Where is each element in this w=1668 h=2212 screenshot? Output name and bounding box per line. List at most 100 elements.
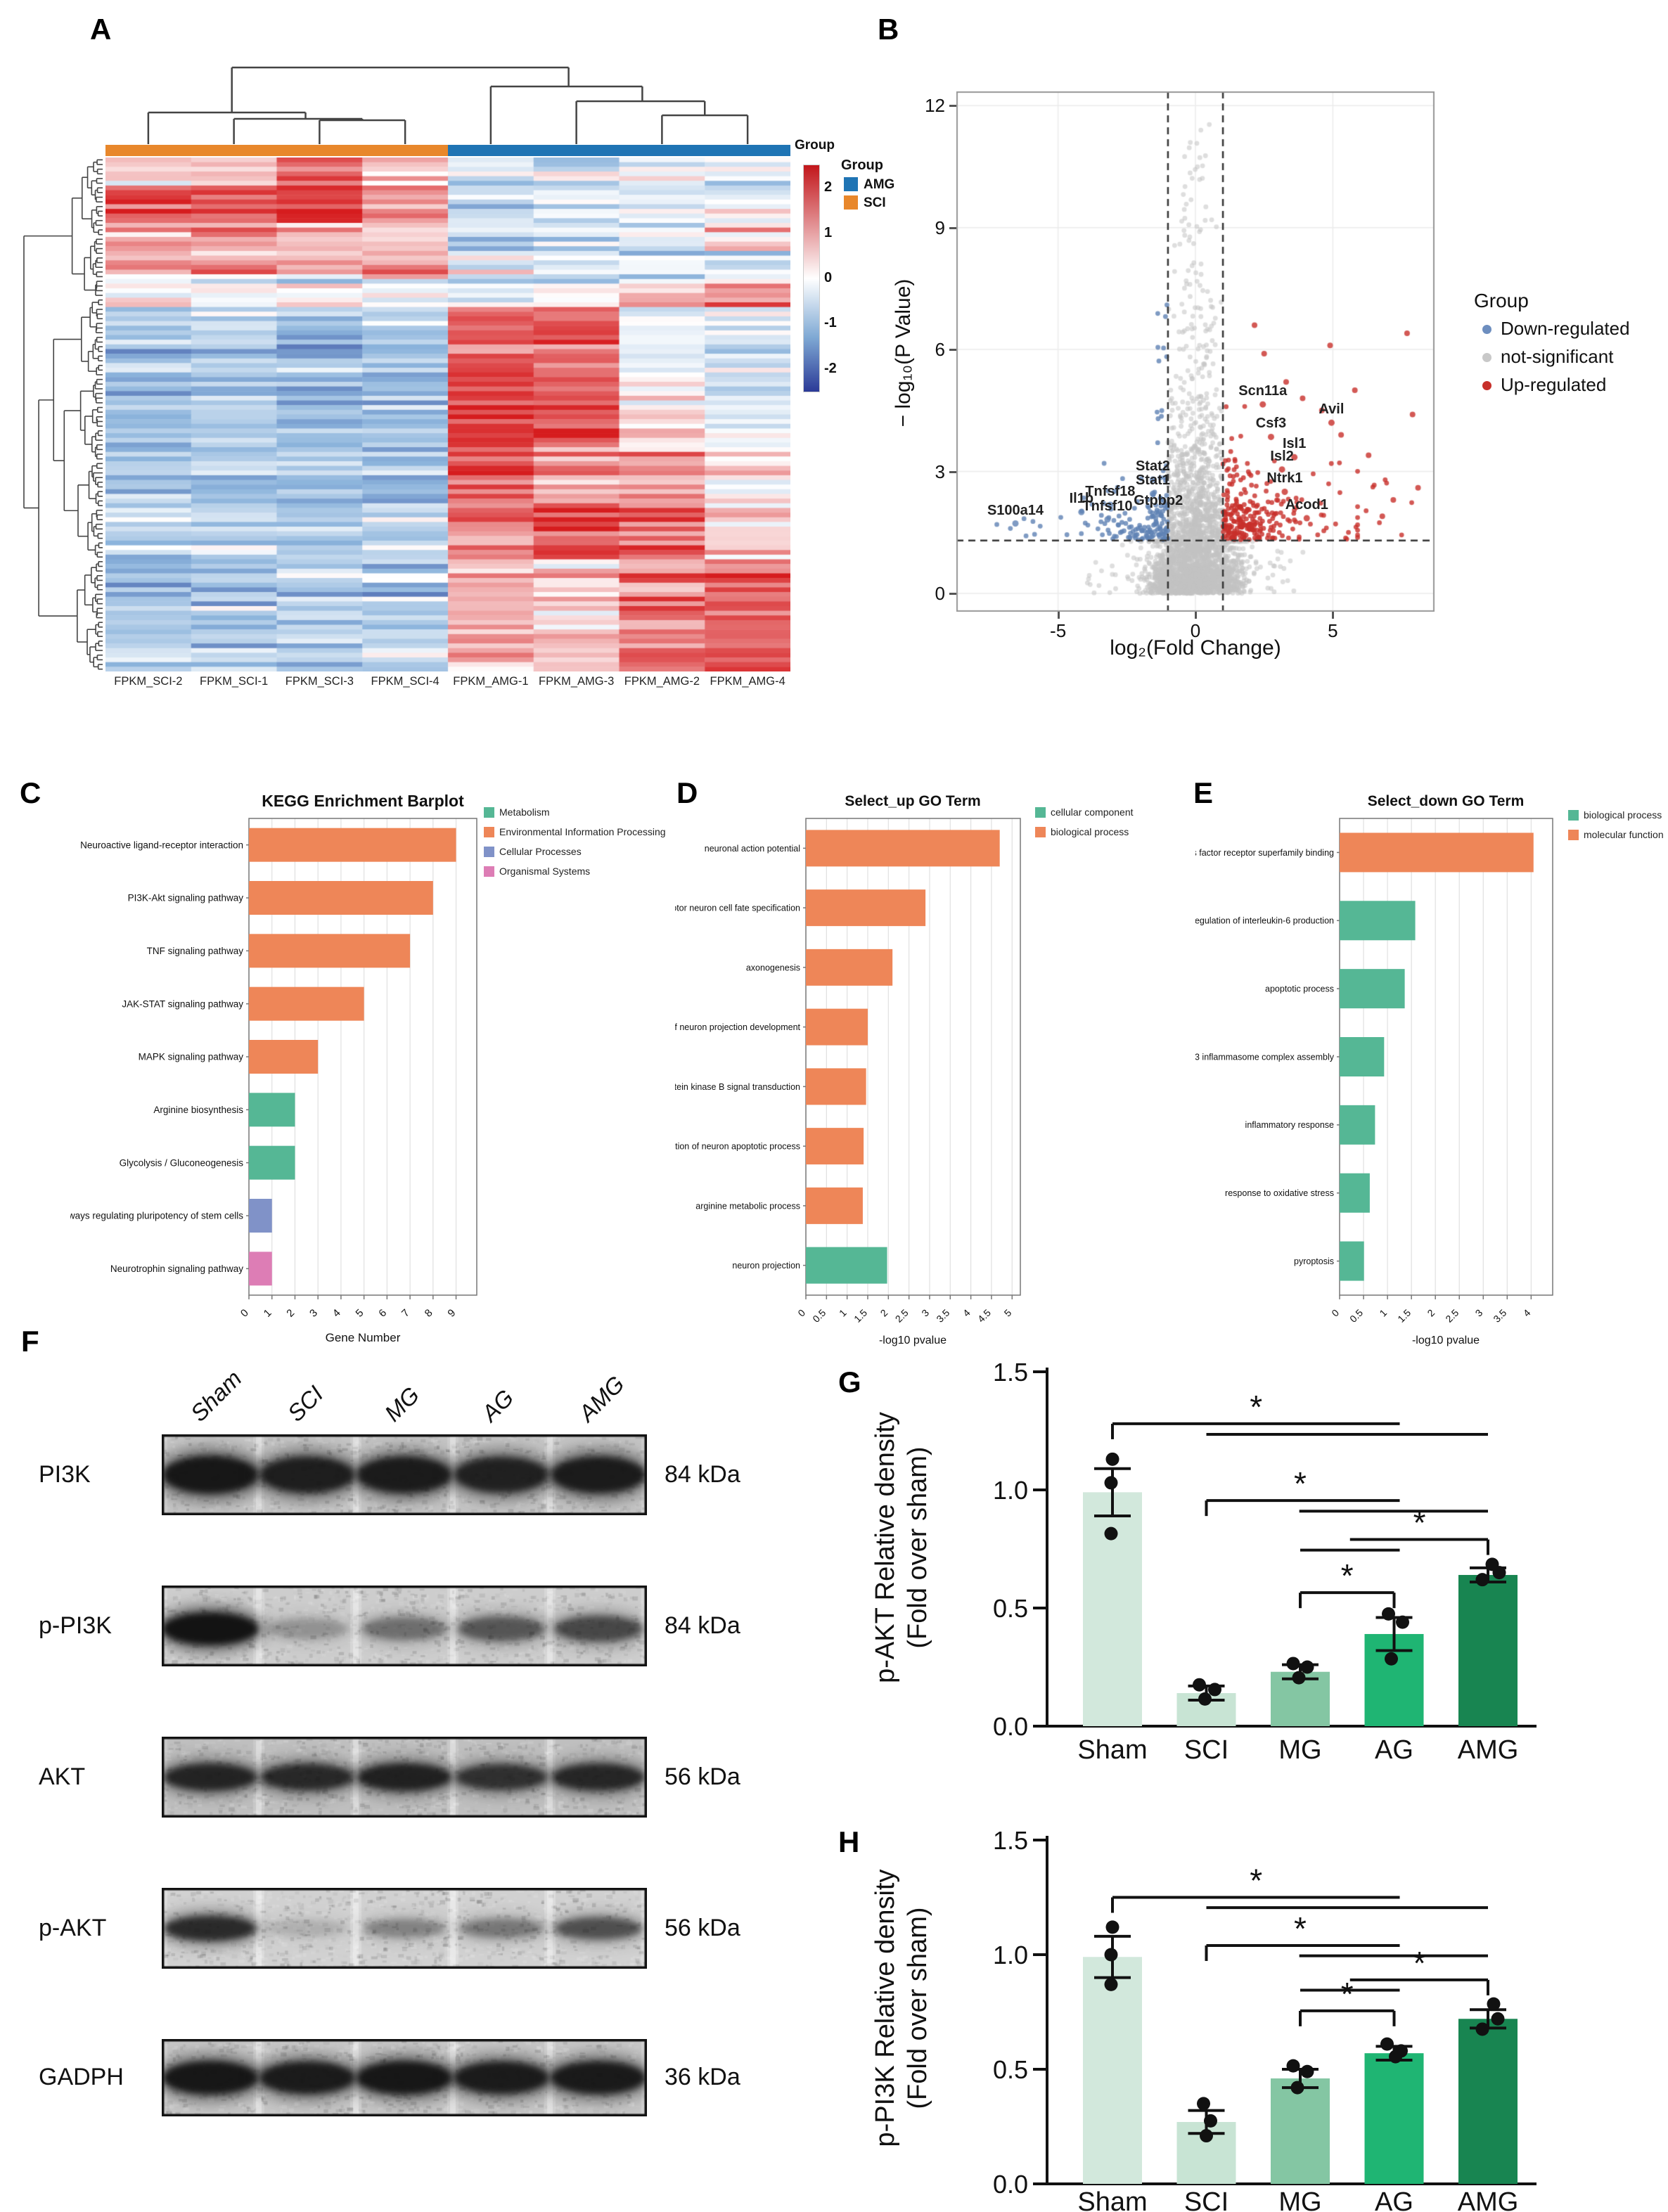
data-point [1491, 2012, 1505, 2026]
bar-8 [249, 1252, 272, 1286]
x-tick-label: 3 [1473, 1307, 1485, 1319]
bar-0 [1340, 832, 1534, 873]
sig-star: * [1250, 1863, 1262, 1899]
data-point [1286, 2059, 1300, 2073]
category-label: Neuroactive ligand-receptor interaction [80, 840, 243, 850]
bar-5 [249, 1093, 295, 1127]
data-point [1198, 1692, 1212, 1706]
category-label: axonogenesis [746, 963, 800, 972]
volcano-y-tick-label: 0 [935, 582, 945, 604]
kda-label-0: 84 kDa [665, 1460, 740, 1488]
sig-star: * [1413, 1505, 1426, 1541]
gene-label-Gtpbp2: Gtpbp2 [1134, 493, 1183, 509]
category-label: JAK-STAT signaling pathway [122, 998, 243, 1009]
x-category-label: AMG [1458, 2187, 1519, 2212]
y-tick-label: 0.5 [993, 1594, 1028, 1623]
y-tick-label: 0.0 [993, 1712, 1028, 1741]
sig-star: * [1294, 1910, 1307, 1947]
x-category-label: AG [1375, 2187, 1413, 2212]
legend-swatch [484, 847, 494, 857]
sample-label: FPKM_SCI-4 [371, 675, 440, 688]
legend-label: Metabolism [499, 806, 550, 818]
bar-4 [249, 1040, 319, 1074]
protein-label-PI3K: PI3K [39, 1460, 91, 1488]
volcano-x-tick [1332, 612, 1335, 619]
blot-AKT [162, 1737, 647, 1818]
volcano-legend-dot-1 [1482, 353, 1491, 362]
legend-label: Environmental Information Processing [499, 826, 666, 837]
data-point [1475, 1573, 1489, 1587]
x-tick-label: 1 [262, 1307, 274, 1320]
category-label: positive regulation of neuron projection… [675, 1022, 801, 1032]
data-point [1105, 1452, 1120, 1466]
data-point [1492, 1566, 1506, 1580]
volcano-y-tick [949, 105, 956, 108]
gene-label-Csf3: Csf3 [1255, 416, 1287, 432]
volcano-x-tick-label: 5 [1328, 620, 1338, 641]
y-tick-label: 0.0 [993, 2170, 1028, 2199]
annotation-title: Group [795, 138, 835, 153]
legend-swatch [1035, 827, 1046, 837]
gene-label-Acod1: Acod1 [1285, 497, 1328, 513]
panel-g-label: G [838, 1365, 861, 1398]
legend-swatch [484, 866, 494, 877]
protein-label-AKT: AKT [39, 1763, 86, 1790]
data-point [1104, 1948, 1118, 1962]
category-label: Glycolysis / Gluconeogenesis [120, 1157, 244, 1168]
volcano-canvas [956, 91, 1435, 612]
sig-star: * [1294, 1465, 1307, 1502]
go-up-title: Select_up GO Term [845, 793, 981, 809]
bar-4 [1340, 1105, 1375, 1145]
bar-1 [1340, 901, 1416, 941]
blot-p-PI3K [162, 1586, 647, 1666]
volcano-x-tick-label: 0 [1190, 620, 1201, 641]
legend-label: molecular function [1584, 829, 1664, 840]
category-label: regulation of interleukin-6 production [1195, 916, 1334, 926]
x-tick-label: 5 [1002, 1307, 1014, 1319]
volcano-x-tick-label: -5 [1050, 620, 1067, 641]
data-point [1382, 1607, 1395, 1621]
legend-label-AMG: AMG [864, 177, 895, 192]
data-point [1290, 2081, 1304, 2095]
data-point [1396, 1615, 1409, 1629]
blot-PI3K [162, 1434, 647, 1515]
go-up-x-axis-label: -log10 pvalue [878, 1335, 947, 1346]
legend-swatch [1568, 810, 1579, 821]
y-tick-label: 1.5 [993, 1826, 1028, 1855]
sig-star: * [1250, 1389, 1262, 1425]
volcano-y-tick [949, 592, 956, 595]
panel-b-label: B [878, 13, 899, 46]
heatmap-colorbar [803, 165, 820, 392]
legend-swatch [1035, 807, 1046, 818]
volcano-legend-dot-0 [1482, 325, 1491, 334]
category-label: tion of phosphatidylinositol 3-kinase/pr… [675, 1082, 800, 1092]
bar-6 [806, 1187, 863, 1224]
volcano-y-tick [949, 226, 956, 229]
sample-label: FPKM_SCI-2 [114, 675, 183, 688]
volcano-x-axis-label: log₂(Fold Change) [1110, 636, 1281, 660]
bar-2 [806, 949, 893, 986]
category-label: MAPK signaling pathway [139, 1052, 244, 1062]
column-dendrogram [147, 66, 749, 144]
legend-label: biological process [1051, 826, 1129, 837]
data-point [1105, 1920, 1120, 1934]
go-down-barplot: tumor necrosis factor receptor superfami… [1195, 818, 1553, 1325]
volcano-x-tick [1057, 612, 1060, 619]
legend-swatch [1568, 830, 1579, 840]
x-tick-label: 0 [238, 1307, 251, 1320]
x-tick-label: 7 [399, 1307, 412, 1320]
gene-label-Tnfsf10: Tnfsf10 [1082, 498, 1133, 514]
gene-label-Avil: Avil [1319, 401, 1345, 418]
data-point [1104, 1526, 1118, 1541]
x-tick-label: 4 [1521, 1307, 1533, 1319]
category-label: spinal cord motor neuron cell fate speci… [675, 904, 800, 913]
data-point [1292, 1671, 1306, 1685]
legend-swatch [484, 807, 494, 818]
legend-label: Organismal Systems [499, 866, 591, 877]
x-category-label: Sham [1077, 1735, 1147, 1765]
x-tick-label: 5 [354, 1307, 366, 1320]
x-tick-label: 0 [795, 1307, 807, 1319]
data-point [1200, 2129, 1213, 2143]
bar-7 [806, 1247, 887, 1284]
bar-6 [249, 1145, 295, 1180]
